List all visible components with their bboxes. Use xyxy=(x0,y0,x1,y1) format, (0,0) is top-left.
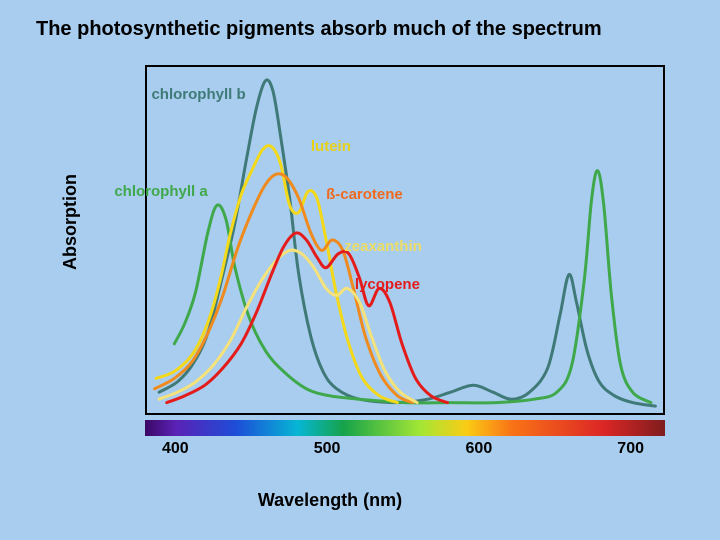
label-b_carotene: ß-carotene xyxy=(326,186,403,203)
label-lycopene: lycopene xyxy=(355,276,420,293)
plot-area: chlorophyll bchlorophyll aluteinß-carote… xyxy=(145,65,665,415)
x-tick: 400 xyxy=(162,440,189,458)
x-axis-label: Wavelength (nm) xyxy=(258,490,402,511)
label-chlorophyll_a: chlorophyll a xyxy=(114,183,207,200)
x-tick: 700 xyxy=(617,440,644,458)
page-title: The photosynthetic pigments absorb much … xyxy=(36,18,602,41)
curve-zeaxanthin xyxy=(159,250,417,403)
absorption-chart: chlorophyll b chlorophyll a lutein ß-carote… xyxy=(100,60,680,450)
label-lutein: lutein xyxy=(311,138,351,155)
spectrum-bar xyxy=(145,420,665,436)
label-chlorophyll_b: chlorophyll b xyxy=(151,86,245,103)
label-zeaxanthin: zeaxanthin xyxy=(344,238,422,255)
x-tick: 600 xyxy=(466,440,493,458)
x-tick: 500 xyxy=(314,440,341,458)
y-axis-label: Absorption xyxy=(60,174,81,270)
